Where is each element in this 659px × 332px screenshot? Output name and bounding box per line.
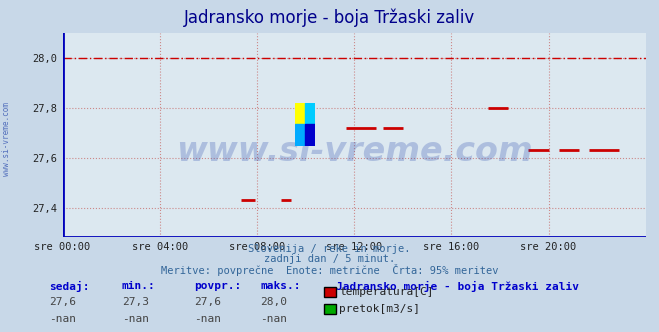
Bar bbox=[305, 124, 315, 146]
Bar bbox=[305, 103, 315, 124]
Bar bbox=[295, 124, 305, 146]
Text: Jadransko morje - boja Tržaski zaliv: Jadransko morje - boja Tržaski zaliv bbox=[336, 281, 579, 291]
Text: maks.:: maks.: bbox=[260, 281, 301, 290]
Text: 28,0: 28,0 bbox=[260, 297, 287, 307]
Text: Slovenija / reke in morje.: Slovenija / reke in morje. bbox=[248, 244, 411, 254]
Text: Meritve: povprečne  Enote: metrične  Črta: 95% meritev: Meritve: povprečne Enote: metrične Črta:… bbox=[161, 264, 498, 276]
Text: min.:: min.: bbox=[122, 281, 156, 290]
Text: povpr.:: povpr.: bbox=[194, 281, 242, 290]
Text: 27,3: 27,3 bbox=[122, 297, 149, 307]
Text: zadnji dan / 5 minut.: zadnji dan / 5 minut. bbox=[264, 254, 395, 264]
Text: -nan: -nan bbox=[122, 314, 149, 324]
Text: -nan: -nan bbox=[260, 314, 287, 324]
Text: -nan: -nan bbox=[49, 314, 76, 324]
Text: sedaj:: sedaj: bbox=[49, 281, 90, 291]
Text: www.si-vreme.com: www.si-vreme.com bbox=[176, 135, 532, 168]
Bar bbox=[295, 103, 305, 124]
Text: pretok[m3/s]: pretok[m3/s] bbox=[339, 304, 420, 314]
Text: 27,6: 27,6 bbox=[194, 297, 221, 307]
Text: temperatura[C]: temperatura[C] bbox=[339, 287, 434, 297]
Text: -nan: -nan bbox=[194, 314, 221, 324]
Text: 27,6: 27,6 bbox=[49, 297, 76, 307]
Text: Jadransko morje - boja Tržaski zaliv: Jadransko morje - boja Tržaski zaliv bbox=[184, 8, 475, 27]
Text: www.si-vreme.com: www.si-vreme.com bbox=[2, 103, 11, 176]
